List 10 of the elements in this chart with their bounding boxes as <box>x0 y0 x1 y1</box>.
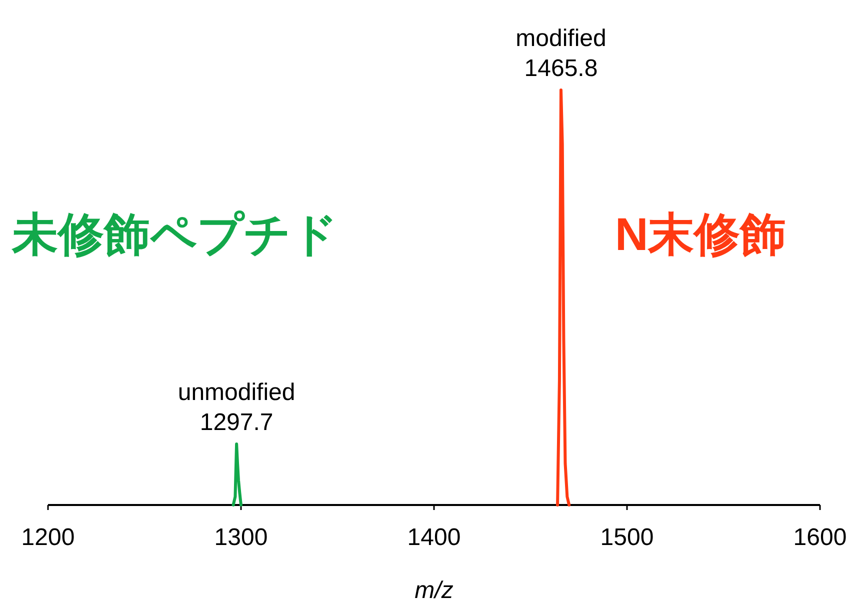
x-tick-label: 1600 <box>793 524 847 551</box>
x-tick-label: 1300 <box>214 524 268 551</box>
annotation: unmodified 1297.7 <box>178 378 296 436</box>
x-tick-label: 1400 <box>407 524 461 551</box>
x-tick-label: 1500 <box>600 524 654 551</box>
x-tick-label: 1200 <box>21 524 75 551</box>
annotation: modified 1465.8 <box>516 25 606 82</box>
x-axis-title: m/z <box>414 577 454 603</box>
annotation: N末修飾 <box>615 208 786 260</box>
annotation: 未修飾ペプチド <box>11 208 338 260</box>
